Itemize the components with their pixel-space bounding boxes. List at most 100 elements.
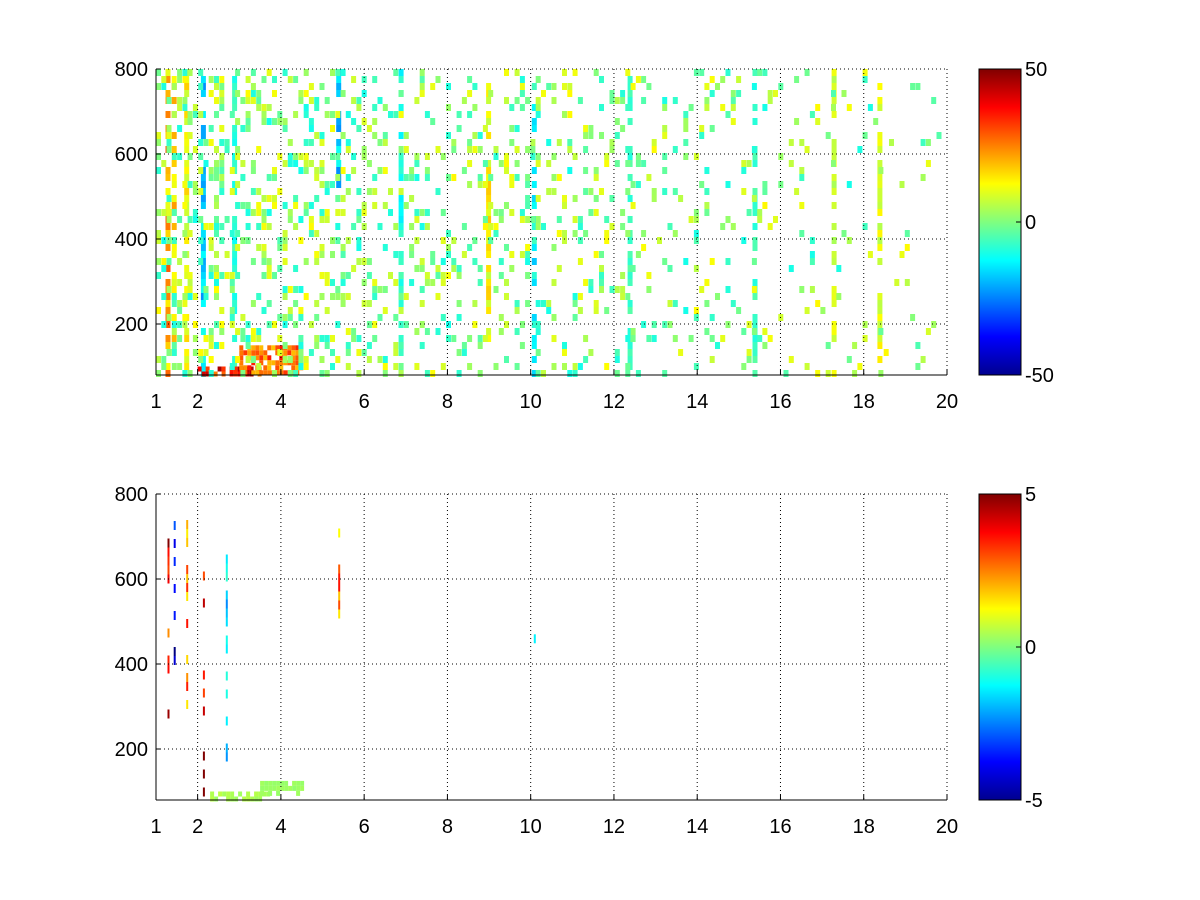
heatmap-cell [156, 83, 161, 90]
heatmap-cell [264, 780, 269, 786]
heatmap-cell [609, 97, 615, 104]
heatmap-cell [324, 97, 330, 104]
heatmap-cell [192, 335, 198, 342]
heatmap-cell [330, 153, 335, 160]
heatmap-cell [693, 230, 699, 237]
heatmap-cell [291, 365, 296, 371]
heatmap-cell [398, 132, 404, 139]
heatmap-cell [232, 160, 238, 167]
heatmap-cell [398, 349, 404, 356]
heatmap-cell [809, 258, 815, 265]
heatmap-cell [456, 370, 462, 377]
heatmap-cell [620, 293, 626, 300]
heatmap-cell [171, 174, 177, 181]
heatmap-cell [551, 153, 557, 160]
heatmap-cell [200, 188, 206, 195]
heatmap-cell [229, 279, 235, 286]
heatmap-cell [214, 279, 219, 286]
heatmap-cell [409, 279, 415, 286]
heatmap-cell [266, 300, 272, 307]
heatmap-cell [272, 118, 277, 125]
heatmap-cell [277, 111, 283, 118]
heatmap-cell [167, 538, 170, 548]
heatmap-cell [324, 272, 330, 279]
heatmap-cell [467, 139, 473, 146]
heatmap-cell [208, 328, 214, 335]
heatmap-cell [398, 111, 404, 118]
heatmap-cell [219, 76, 225, 83]
heatmap-cell [551, 244, 557, 251]
heatmap-cell [291, 355, 296, 361]
heatmap-cell [486, 286, 492, 293]
heatmap-cell [295, 365, 300, 371]
heatmap-cell [514, 307, 520, 314]
heatmap-cell [298, 237, 304, 244]
heatmap-cell [214, 223, 219, 230]
heatmap-cell [324, 279, 330, 286]
heatmap-cell [256, 335, 262, 342]
heatmap-cell [525, 202, 531, 209]
heatmap-cell [324, 216, 330, 223]
heatmap-cell [338, 528, 341, 538]
heatmap-cell [250, 335, 256, 342]
heatmap-cell [651, 321, 657, 328]
heatmap-cell [931, 321, 937, 328]
heatmap-cell [393, 363, 399, 370]
heatmap-cell [419, 258, 425, 265]
heatmap-cell [186, 574, 189, 583]
heatmap-cell [282, 321, 288, 328]
heatmap-cell [275, 360, 280, 366]
heatmap-cell [662, 167, 668, 174]
heatmap-cell [235, 230, 241, 237]
heatmap-cell [809, 286, 815, 293]
heatmap-cell [200, 237, 206, 244]
heatmap-cell [366, 160, 372, 167]
heatmap-cell [409, 195, 415, 202]
heatmap-cell [736, 76, 742, 83]
heatmap-cell [625, 69, 631, 76]
heatmap-cell [572, 300, 578, 307]
heatmap-cell [535, 300, 541, 307]
heatmap-cell [184, 237, 190, 244]
heatmap-cell [435, 293, 441, 300]
heatmap-cell [192, 349, 198, 356]
heatmap-cell [246, 796, 251, 802]
heatmap-cell [572, 314, 578, 321]
heatmap-cell [877, 209, 883, 216]
heatmap-cell [377, 97, 383, 104]
heatmap-cell [245, 118, 251, 125]
heatmap-cell [229, 314, 235, 321]
x-tick-label: 1 [150, 391, 161, 413]
heatmap-cell [161, 321, 167, 328]
heatmap-cell [171, 153, 177, 160]
heatmap-cell [467, 335, 473, 342]
heatmap-cell [799, 230, 805, 237]
heatmap-cell [298, 90, 304, 97]
heatmap-cell [741, 188, 747, 195]
heatmap-cell [239, 355, 244, 361]
heatmap-cell [627, 251, 633, 258]
heatmap-cell [232, 132, 238, 139]
heatmap-cell [541, 223, 546, 230]
heatmap-cell [403, 132, 409, 139]
heatmap-cell [232, 251, 238, 258]
heatmap-cell [446, 174, 451, 181]
heatmap-cell [741, 237, 747, 244]
heatmap-cell [161, 76, 167, 83]
heatmap-cell [382, 363, 388, 370]
heatmap-cell [184, 363, 190, 370]
heatmap-cell [336, 118, 342, 125]
heatmap-cell [873, 118, 879, 125]
heatmap-cell [345, 272, 351, 279]
heatmap-cell [283, 370, 288, 376]
heatmap-cell [214, 272, 219, 279]
heatmap-cell [240, 314, 246, 321]
heatmap-cell [300, 785, 305, 791]
heatmap-cell [546, 160, 552, 167]
heatmap-cell [314, 342, 320, 349]
heatmap-cell [319, 293, 325, 300]
heatmap-cell [250, 83, 256, 90]
x-tick-label: 8 [442, 391, 453, 413]
heatmap-cell [403, 202, 409, 209]
heatmap-cell [165, 90, 171, 97]
